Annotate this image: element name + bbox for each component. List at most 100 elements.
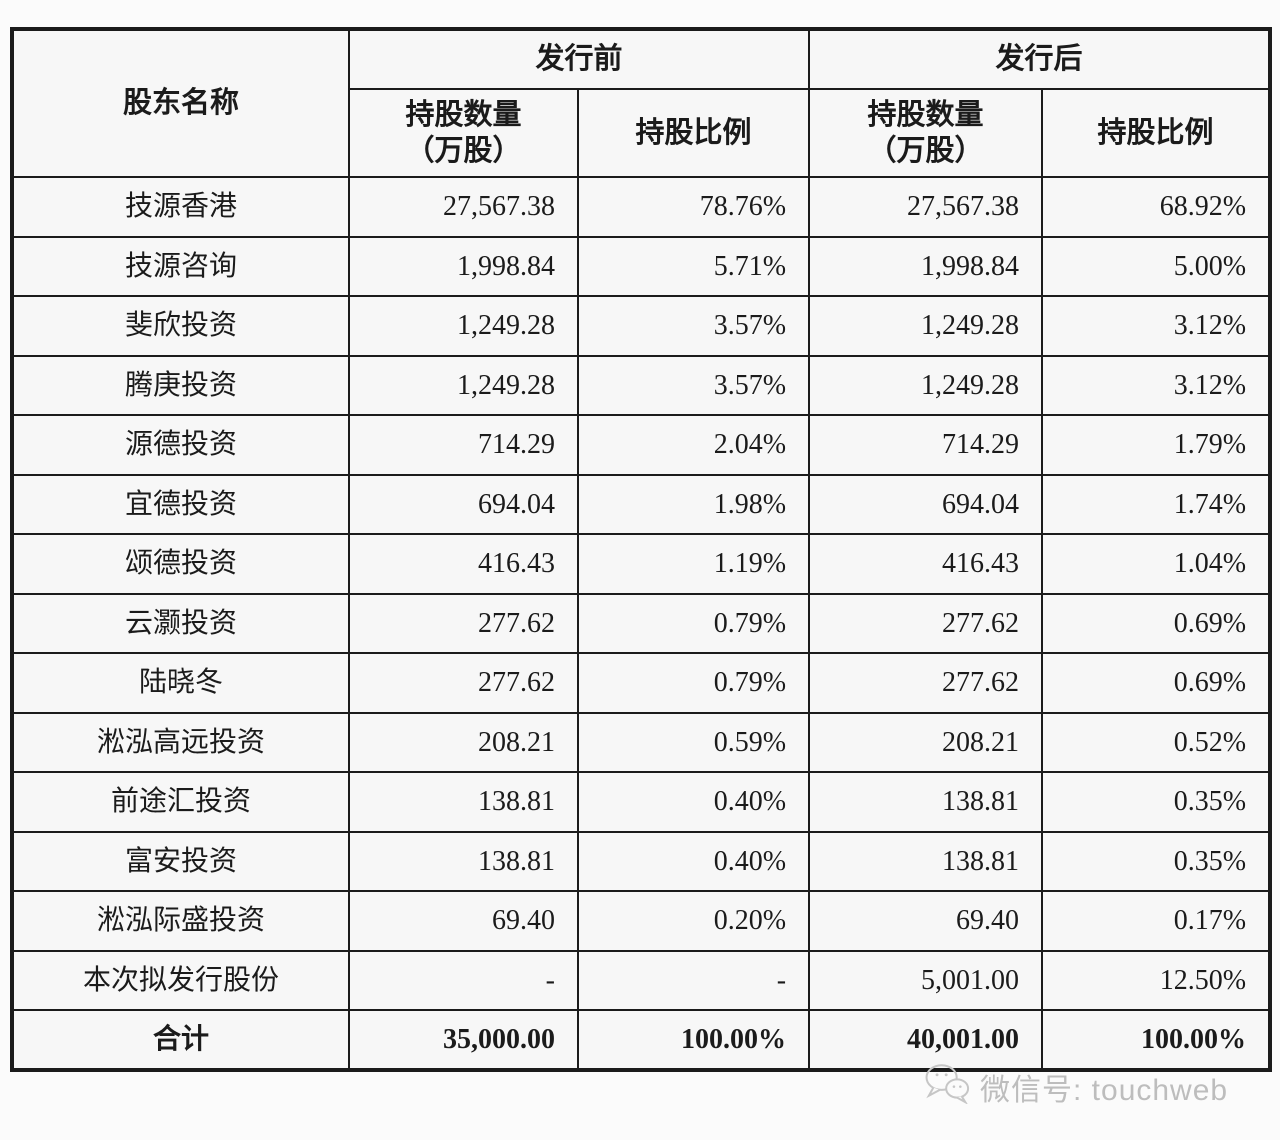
qty-before-value: 1,249.28 — [348, 295, 579, 357]
ratio-after-value: 3.12% — [1041, 354, 1272, 416]
total-qty-after: 40,001.00 — [808, 1009, 1044, 1071]
ratio-before-value: 0.40% — [576, 771, 811, 833]
shareholder-name: 技源香港 — [11, 176, 350, 238]
header-qty-before-line1: 持股数量 — [405, 98, 522, 131]
ratio-before-value: 3.57% — [576, 295, 811, 357]
qty-before-value: 1,249.28 — [348, 354, 579, 416]
qty-after-value: 1,998.84 — [808, 235, 1044, 297]
table-row: 斐欣投资 1,249.28 3.57% 1,249.28 3.12% — [11, 295, 1272, 357]
ratio-after-value: 12.50% — [1041, 949, 1272, 1011]
qty-after-value: 714.29 — [808, 414, 1044, 476]
ratio-after-value: 0.52% — [1041, 711, 1272, 773]
qty-after-value: 694.04 — [808, 473, 1044, 535]
shareholder-name: 腾庚投资 — [11, 354, 350, 416]
shareholding-table-container: 股东名称 发行前 发行后 持股数量 （万股） 持股比例 持股数量 （万股） 持股… — [10, 27, 1273, 1072]
ratio-before-value: - — [576, 949, 811, 1011]
shareholder-name: 源德投资 — [11, 414, 350, 476]
shareholder-name: 淞泓际盛投资 — [11, 890, 350, 952]
qty-before-value: 1,998.84 — [348, 235, 579, 297]
ratio-before-value: 5.71% — [576, 235, 811, 297]
ratio-before-value: 2.04% — [576, 414, 811, 476]
ratio-before-value: 0.59% — [576, 711, 811, 773]
header-qty-after: 持股数量 （万股） — [808, 88, 1044, 178]
ratio-before-value: 0.79% — [576, 652, 811, 714]
total-row: 合计 35,000.00 100.00% 40,001.00 100.00% — [11, 1009, 1272, 1071]
qty-before-value: 138.81 — [348, 830, 579, 892]
shareholder-name: 前途汇投资 — [11, 771, 350, 833]
table-row: 技源香港 27,567.38 78.76% 27,567.38 68.92% — [11, 176, 1272, 238]
table-row: 淞泓高远投资 208.21 0.59% 208.21 0.52% — [11, 711, 1272, 773]
qty-before-value: - — [348, 949, 579, 1011]
ratio-after-value: 1.04% — [1041, 533, 1272, 595]
table-row: 富安投资 138.81 0.40% 138.81 0.35% — [11, 830, 1272, 892]
table-row: 腾庚投资 1,249.28 3.57% 1,249.28 3.12% — [11, 354, 1272, 416]
table-row: 本次拟发行股份 - - 5,001.00 12.50% — [11, 949, 1272, 1011]
qty-before-value: 694.04 — [348, 473, 579, 535]
qty-after-value: 416.43 — [808, 533, 1044, 595]
header-qty-before: 持股数量 （万股） — [348, 88, 579, 178]
shareholder-name: 宜德投资 — [11, 473, 350, 535]
ratio-after-value: 0.69% — [1041, 592, 1272, 654]
ratio-after-value: 1.79% — [1041, 414, 1272, 476]
shareholder-name: 云灏投资 — [11, 592, 350, 654]
table-row: 源德投资 714.29 2.04% 714.29 1.79% — [11, 414, 1272, 476]
qty-after-value: 138.81 — [808, 771, 1044, 833]
wechat-watermark: 微信号: touchweb — [924, 1062, 1228, 1112]
qty-before-value: 277.62 — [348, 652, 579, 714]
total-ratio-before: 100.00% — [576, 1009, 811, 1071]
header-shareholder-name: 股东名称 — [11, 28, 350, 178]
table-row: 技源咨询 1,998.84 5.71% 1,998.84 5.00% — [11, 235, 1272, 297]
table-header: 股东名称 发行前 发行后 持股数量 （万股） 持股比例 持股数量 （万股） 持股… — [11, 28, 1272, 178]
total-qty-before: 35,000.00 — [348, 1009, 579, 1071]
table-row: 淞泓际盛投资 69.40 0.20% 69.40 0.17% — [11, 890, 1272, 952]
qty-after-value: 277.62 — [808, 592, 1044, 654]
total-label: 合计 — [11, 1009, 350, 1071]
table-row: 陆晓冬 277.62 0.79% 277.62 0.69% — [11, 652, 1272, 714]
ratio-before-value: 1.98% — [576, 473, 811, 535]
qty-before-value: 416.43 — [348, 533, 579, 595]
ratio-after-value: 0.17% — [1041, 890, 1272, 952]
shareholding-table: 股东名称 发行前 发行后 持股数量 （万股） 持股比例 持股数量 （万股） 持股… — [10, 27, 1273, 1072]
header-ratio-before: 持股比例 — [576, 88, 811, 178]
ratio-after-value: 68.92% — [1041, 176, 1272, 238]
shareholder-name: 技源咨询 — [11, 235, 350, 297]
ratio-before-value: 0.79% — [576, 592, 811, 654]
ratio-before-value: 78.76% — [576, 176, 811, 238]
shareholder-name: 斐欣投资 — [11, 295, 350, 357]
ratio-after-value: 0.69% — [1041, 652, 1272, 714]
shareholder-name: 陆晓冬 — [11, 652, 350, 714]
header-qty-before-line2: （万股） — [405, 135, 522, 167]
qty-before-value: 69.40 — [348, 890, 579, 952]
shareholder-name: 颂德投资 — [11, 533, 350, 595]
ratio-after-value: 3.12% — [1041, 295, 1272, 357]
qty-before-value: 714.29 — [348, 414, 579, 476]
ratio-before-value: 0.40% — [576, 830, 811, 892]
header-group-before: 发行前 — [347, 28, 811, 90]
table-body: 技源香港 27,567.38 78.76% 27,567.38 68.92% 技… — [11, 176, 1272, 1071]
ratio-after-value: 1.74% — [1041, 473, 1272, 535]
ratio-before-value: 3.57% — [576, 354, 811, 416]
qty-before-value: 138.81 — [348, 771, 579, 833]
shareholder-name: 淞泓高远投资 — [11, 711, 350, 773]
qty-after-value: 5,001.00 — [808, 949, 1044, 1011]
ratio-after-value: 0.35% — [1041, 771, 1272, 833]
shareholder-name: 本次拟发行股份 — [11, 949, 350, 1011]
ratio-after-value: 0.35% — [1041, 830, 1272, 892]
qty-after-value: 277.62 — [808, 652, 1044, 714]
qty-after-value: 27,567.38 — [808, 176, 1044, 238]
shareholder-name: 富安投资 — [11, 830, 350, 892]
ratio-after-value: 5.00% — [1041, 235, 1272, 297]
header-group-after: 发行后 — [808, 28, 1272, 90]
ratio-before-value: 0.20% — [576, 890, 811, 952]
qty-before-value: 208.21 — [348, 711, 579, 773]
wechat-icon — [924, 1062, 972, 1112]
total-ratio-after: 100.00% — [1041, 1009, 1272, 1071]
qty-before-value: 277.62 — [348, 592, 579, 654]
qty-after-value: 138.81 — [808, 830, 1044, 892]
qty-before-value: 27,567.38 — [348, 176, 579, 238]
header-qty-after-line2: （万股） — [867, 135, 984, 167]
table-row: 颂德投资 416.43 1.19% 416.43 1.04% — [11, 533, 1272, 595]
header-qty-after-line1: 持股数量 — [867, 98, 984, 131]
qty-after-value: 1,249.28 — [808, 295, 1044, 357]
qty-after-value: 1,249.28 — [808, 354, 1044, 416]
